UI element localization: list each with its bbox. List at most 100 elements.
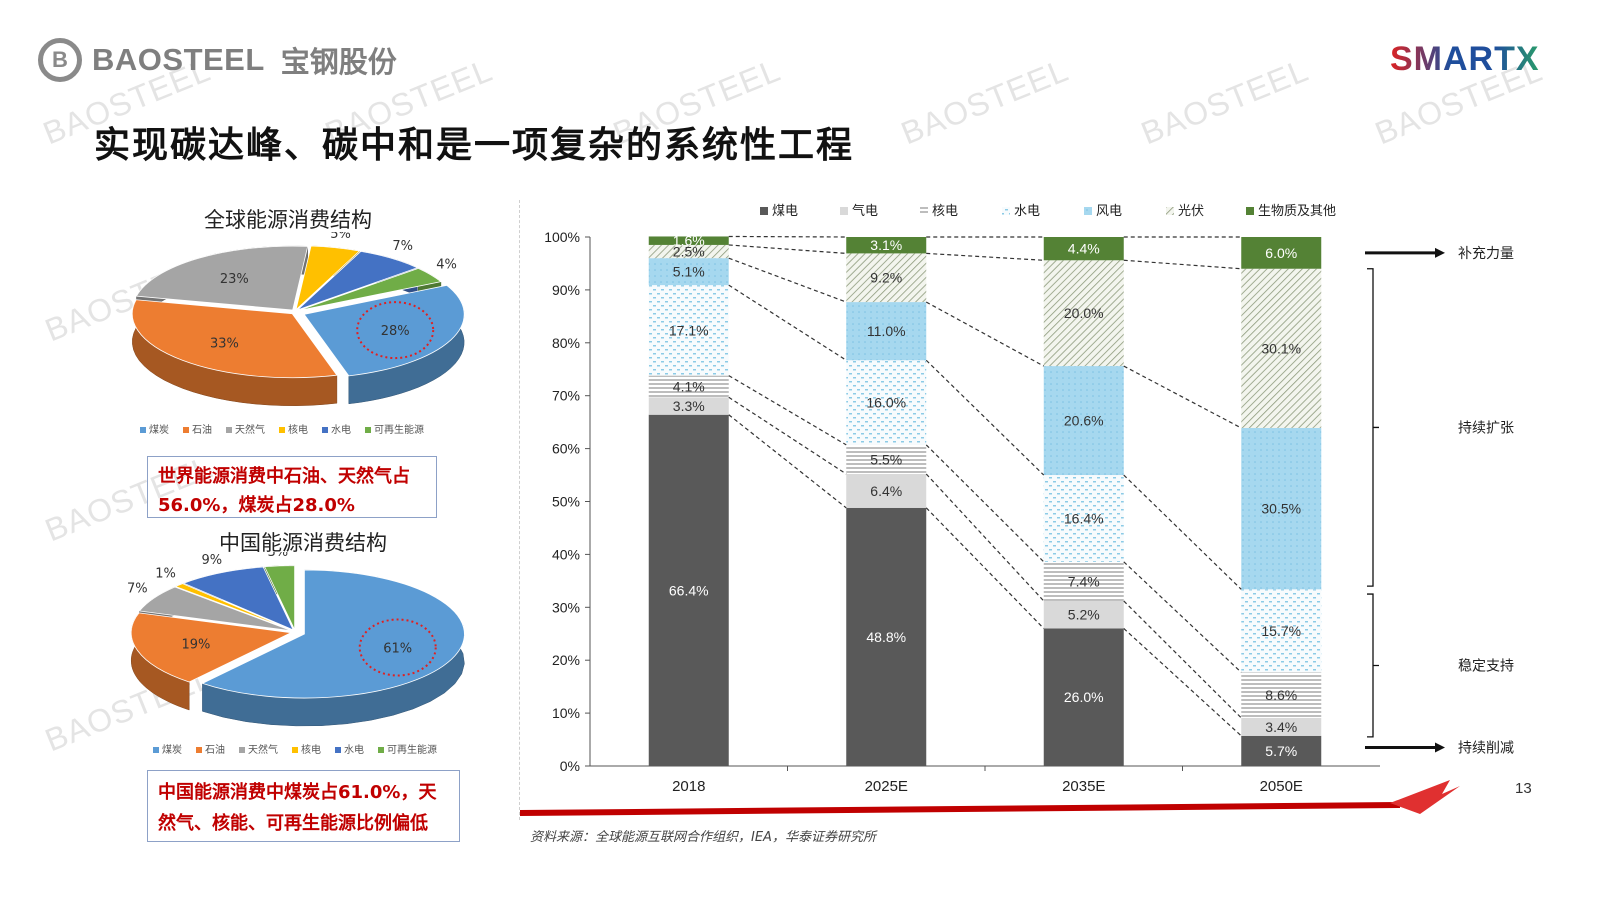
baosteel-logo-icon: B — [38, 38, 82, 82]
annotation-label: 稳定支持 — [1458, 657, 1514, 673]
legend-swatch — [226, 427, 232, 433]
china-pie-legend: 煤炭 石油 天然气 核电 水电 可再生能源 — [153, 741, 437, 756]
bar-value-label: 17.1% — [669, 322, 709, 338]
china-callout-line2: 然气、核能、可再生能源比例偏低 — [158, 813, 428, 834]
y-tick-label: 90% — [552, 282, 580, 298]
connector-line — [1123, 628, 1242, 737]
bar-value-label: 4.1% — [673, 378, 705, 394]
legend-label: 水电 — [1014, 203, 1040, 218]
source-note: 资料来源：全球能源互联网合作组织，IEA，华泰证券研究所 — [530, 830, 876, 845]
bar-value-label: 5.5% — [870, 451, 902, 467]
bar-value-label: 6.4% — [870, 483, 902, 499]
bar-segment — [648, 285, 729, 376]
bar-segment — [1043, 366, 1124, 476]
global-pie-title: 全球能源消费结构 — [204, 208, 372, 232]
global-callout: 世界能源消费中石油、天然气占 56.0%，煤炭占28.0% — [147, 456, 437, 518]
connector-line — [925, 444, 1045, 563]
bar-segment — [846, 253, 927, 303]
baosteel-logo: B BAOSTEEL 宝钢股份 — [38, 38, 397, 82]
legend-swatch — [1084, 207, 1092, 215]
bar-segment — [846, 237, 927, 254]
pie-slice — [131, 299, 338, 379]
highlight-circle — [358, 618, 437, 677]
bar-value-label: 15.7% — [1261, 623, 1301, 639]
legend-item: 煤炭 — [140, 421, 169, 436]
connector-line — [925, 473, 1045, 602]
pie-label: 33% — [210, 337, 239, 352]
page-number: 13 — [1515, 780, 1532, 797]
bar-segment — [648, 236, 729, 245]
y-tick-label: 30% — [552, 599, 580, 615]
legend-label: 生物质及其他 — [1258, 203, 1336, 218]
legend-swatch — [1002, 207, 1010, 215]
legend-swatch — [292, 747, 298, 753]
legend-item: 天然气 — [239, 741, 278, 756]
legend-swatch — [920, 207, 928, 215]
connector-line — [1123, 259, 1242, 270]
logo-text-cn: 宝钢股份 — [280, 45, 397, 79]
pie-label: 7% — [392, 239, 413, 254]
bar-value-label: 5.2% — [1068, 607, 1100, 623]
x-tick-label: 2050E — [1260, 778, 1303, 795]
legend-item: 石油 — [196, 741, 225, 756]
bar-value-label: 30.5% — [1261, 501, 1301, 517]
legend-item: 核电 — [292, 741, 321, 756]
bar-segment — [1043, 628, 1124, 766]
annotation-label: 补充力量 — [1458, 245, 1514, 261]
connector-line — [925, 507, 1045, 629]
x-tick-label: 2035E — [1062, 778, 1105, 795]
legend-swatch — [378, 747, 384, 753]
legend-swatch — [279, 427, 285, 433]
y-tick-label: 60% — [552, 441, 580, 457]
legend-swatch — [1246, 207, 1254, 215]
legend-swatch — [840, 207, 848, 215]
china-callout-line1: 中国能源消费中煤炭占61.0%，天 — [158, 782, 437, 803]
bar-value-label: 8.6% — [1265, 687, 1297, 703]
watermark: BAOSTEEL — [1136, 51, 1314, 152]
connector-line — [1123, 600, 1242, 719]
bar-segment — [1043, 475, 1124, 562]
bar-segment — [648, 375, 729, 398]
bar-segment — [1043, 600, 1124, 629]
bar-value-label: 11.0% — [867, 323, 906, 339]
bar-segment — [1241, 672, 1322, 718]
legend-label: 风电 — [1096, 203, 1122, 218]
pie-label: 5% — [330, 232, 351, 242]
bar-value-label: 16.0% — [866, 395, 906, 411]
pie-slice — [182, 566, 295, 631]
pie-label: 28% — [381, 324, 410, 339]
connector-line — [1123, 365, 1242, 429]
global-callout-line1: 世界能源消费中石油、天然气占 — [158, 466, 410, 487]
bar-segment — [648, 258, 729, 286]
legend-item: 石油 — [183, 421, 212, 436]
legend-swatch — [760, 207, 768, 215]
page-title: 实现碳达峰、碳中和是一项复杂的系统性工程 — [94, 125, 855, 166]
y-tick-label: 80% — [552, 335, 580, 351]
pie-slice — [135, 245, 309, 311]
pie-label: 19% — [181, 638, 210, 653]
bar-value-label: 3.4% — [1265, 719, 1297, 735]
bar-segment — [1241, 268, 1322, 428]
bar-value-label: 30.1% — [1261, 340, 1301, 356]
legend-item: 煤炭 — [153, 741, 182, 756]
bar-segment — [846, 360, 927, 445]
y-tick-label: 40% — [552, 546, 580, 562]
pie-slice — [130, 612, 293, 683]
pie-label: 9% — [201, 553, 222, 568]
pie-slice — [174, 583, 293, 631]
bar-segment — [1241, 427, 1322, 590]
arrow-head — [1435, 247, 1445, 258]
pie-label: 3% — [267, 552, 288, 560]
annotation-label: 持续削减 — [1458, 739, 1514, 755]
bar-segment — [648, 414, 729, 766]
legend-item: 天然气 — [226, 421, 265, 436]
bar-value-label: 9.2% — [870, 270, 902, 286]
connector-line — [728, 244, 847, 254]
x-tick-label: 2018 — [672, 778, 705, 795]
legend-item: 核电 — [279, 421, 308, 436]
connector-line — [925, 359, 1045, 476]
smartx-logo-text: SMARTX — [1390, 40, 1540, 78]
y-tick-label: 70% — [552, 388, 580, 404]
bar-segment — [1241, 237, 1322, 269]
legend-swatch — [183, 427, 189, 433]
